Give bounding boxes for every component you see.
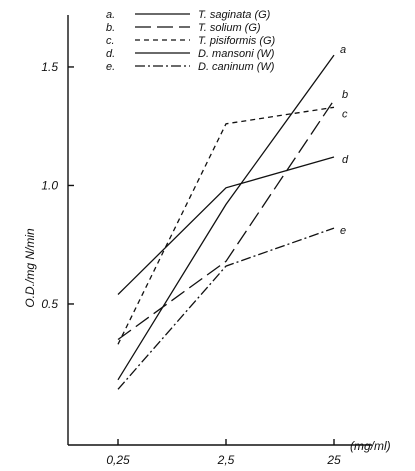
legend-letter-d: d. (106, 48, 115, 60)
legend-name-e: D. caninum (W) (198, 61, 275, 73)
x-tick-label: 2,5 (217, 453, 235, 467)
legend-name-a: T. saginata (G) (198, 9, 271, 21)
series-end-label-b: b (342, 89, 348, 101)
series-lines (117, 54, 335, 390)
series-line-a (117, 54, 335, 381)
series-line-b (117, 99, 335, 341)
series-end-label-e: e (340, 225, 346, 237)
series-line-d (117, 156, 335, 295)
axes (67, 15, 372, 446)
legend-letter-e: e. (106, 61, 115, 73)
x-axis-unit-label: (mg/ml) (350, 439, 391, 453)
series-line-e (117, 227, 335, 390)
x-tick-label: 0,25 (106, 453, 130, 467)
y-tick-label: 1.0 (41, 178, 58, 192)
series-end-label-c: c (342, 108, 348, 120)
series-end-labels: a bc d e (340, 44, 349, 237)
y-tick-label: 1.5 (41, 60, 58, 74)
y-axis-label: O.D./mg N/min (23, 228, 37, 308)
series-end-label-a: a (340, 44, 346, 56)
legend-letter-a: a. (106, 9, 115, 21)
legend: a. T. saginata (G) b. T. solium (G) c. T. pis… (106, 9, 276, 73)
ticks: 0.5 1.0 1.5 0,25 2,5 25 (41, 60, 341, 467)
legend-letter-c: c. (106, 35, 115, 47)
legend-letter-b: b. (106, 22, 115, 34)
x-tick-label: 25 (326, 453, 341, 467)
legend-name-d: D. mansoni (W) (198, 48, 275, 60)
y-tick-label: 0.5 (41, 297, 58, 311)
series-line-c (117, 106, 335, 345)
legend-name-b: T. solium (G) (198, 22, 261, 34)
legend-name-c: T. pisiformis (G) (198, 35, 276, 47)
series-end-label-d: d (342, 154, 349, 166)
